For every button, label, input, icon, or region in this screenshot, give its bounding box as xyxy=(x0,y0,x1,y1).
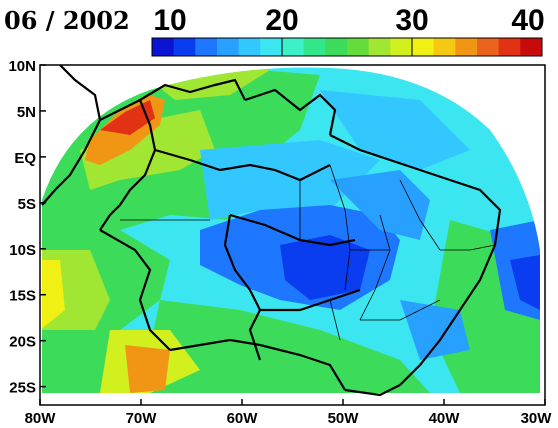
colorbar-swatch xyxy=(455,38,478,56)
colorbar-swatch xyxy=(412,38,435,56)
colorbar-swatch xyxy=(390,38,413,56)
lat-tick-label: 25S xyxy=(9,380,36,397)
colorbar-swatch xyxy=(152,38,175,56)
lat-tick-label: 15S xyxy=(9,288,36,305)
colorbar-tick-label: 30 xyxy=(395,4,428,37)
colorbar-swatch xyxy=(303,38,326,56)
lon-tick-label: 70W xyxy=(126,410,158,427)
colorbar-swatch xyxy=(282,38,305,56)
lat-tick-label: 20S xyxy=(9,334,36,351)
lat-tick-label: 5S xyxy=(18,196,36,213)
colorbar-swatch xyxy=(498,38,521,56)
colorbar-tick-label: 20 xyxy=(265,4,298,37)
lat-tick-label: EQ xyxy=(14,150,36,167)
colorbar-swatch xyxy=(238,38,261,56)
axes: 10N 5N EQ 5S 10S 15S 20S 25S 80W 70W 60W 50W 40W 30W xyxy=(8,58,552,427)
lon-tick-label: 30W xyxy=(521,410,553,427)
colorbar-ticks: 10 20 30 40 xyxy=(151,4,545,56)
precipitable-water-field xyxy=(42,67,540,393)
colorbar-tick-label: 40 xyxy=(511,4,544,37)
colorbar-swatch xyxy=(325,38,348,56)
map-frame xyxy=(39,64,546,406)
colorbar-swatch xyxy=(368,38,391,56)
lon-tick-label: 80W xyxy=(25,410,57,427)
lat-tick-label: 10S xyxy=(9,242,36,259)
colorbar-swatch xyxy=(260,38,283,56)
lat-tick-label: 5N xyxy=(17,104,36,121)
colorbar-swatch xyxy=(477,38,500,56)
colorbar-swatch xyxy=(520,38,543,56)
date-label: 06 / 2002 xyxy=(4,6,130,35)
colorbar-swatch xyxy=(347,38,370,56)
lon-tick-label: 40W xyxy=(429,410,461,427)
colorbar-tick-label: 10 xyxy=(153,4,186,37)
colorbar-swatch xyxy=(195,38,218,56)
state-borders xyxy=(120,164,496,341)
lat-tick-label: 10N xyxy=(8,58,36,75)
lon-tick-label: 50W xyxy=(328,410,360,427)
lon-tick-label: 60W xyxy=(227,410,259,427)
colorbar-swatch xyxy=(217,38,240,56)
colorbar xyxy=(152,38,543,56)
colorbar-swatch xyxy=(173,38,196,56)
colorbar-swatch xyxy=(433,38,456,56)
